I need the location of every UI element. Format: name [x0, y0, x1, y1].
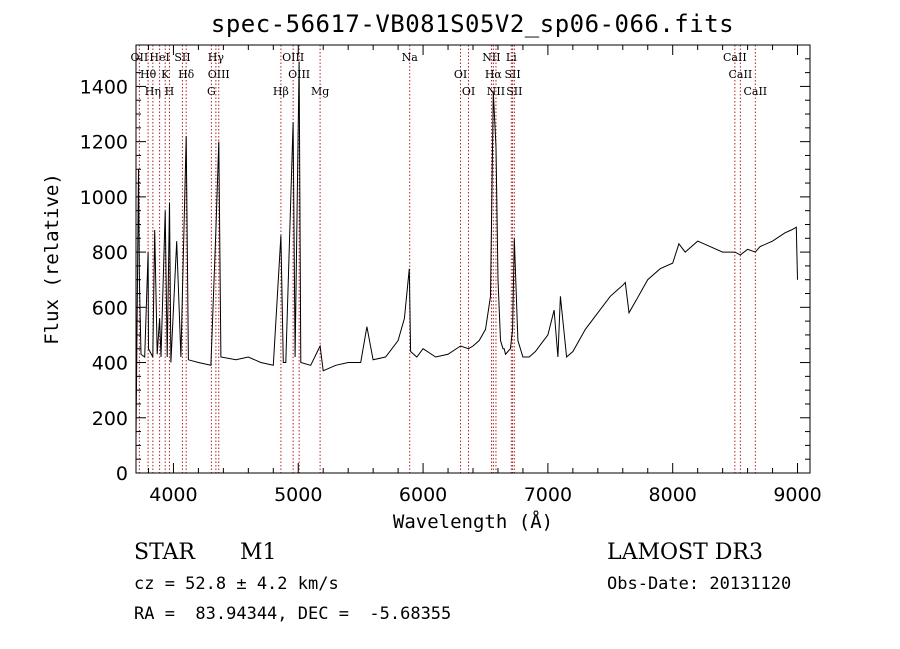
line-label-14: Mg [311, 85, 329, 98]
chart-title: spec-56617-VB081S05V2_sp06-066.fits [210, 10, 735, 38]
y-tick-label-0: 0 [116, 463, 128, 485]
x-tick-label-5: 9000 [773, 484, 821, 506]
line-label-6: SII [174, 51, 190, 64]
ra-dec: RA = 83.94344, DEC = -5.68355 [134, 604, 452, 624]
line-label-17: OI [462, 85, 475, 98]
line-label-25: CaII [729, 68, 753, 81]
x-tick-label-4: 8000 [649, 484, 697, 506]
line-label-9: Hγ [208, 51, 225, 64]
plot-frame [135, 44, 811, 474]
line-label-4: K [161, 68, 170, 81]
line-label-22: SII [504, 68, 520, 81]
line-label-10: OIII [208, 68, 230, 81]
x-tick-label-2: 6000 [399, 484, 447, 506]
line-label-15: Na [402, 51, 419, 64]
line-label-24: CaII [723, 51, 747, 64]
star-subclass: M1 [240, 540, 277, 565]
line-label-19: Hα [485, 68, 503, 81]
y-axis-label: Flux (relative) [41, 173, 63, 345]
x-tick-label-1: 5000 [274, 484, 322, 506]
survey-name: LAMOST DR3 [607, 540, 763, 565]
y-tick-label-5: 1000 [80, 187, 128, 209]
star-class: STAR [134, 540, 195, 565]
line-label-23: SII [506, 85, 522, 98]
spectrum-line [135, 61, 798, 440]
y-tick-label-1: 200 [92, 408, 128, 430]
line-label-8: G [207, 85, 216, 98]
line-label-2: Hη [145, 85, 161, 98]
line-label-1: Hθ [140, 68, 157, 81]
line-label-11: Hβ [273, 85, 289, 98]
x-axis-label: Wavelength (Å) [393, 510, 553, 533]
obs-date: Obs-Date: 20131120 [607, 574, 792, 594]
y-tick-label-7: 1400 [80, 76, 128, 98]
line-label-21: Li [506, 51, 517, 64]
line-label-20: NII [487, 85, 505, 98]
line-label-18: NII [482, 51, 500, 64]
x-tick-label-3: 7000 [524, 484, 572, 506]
line-label-7: Hδ [178, 68, 195, 81]
line-label-0: OII [131, 51, 149, 64]
line-label-5: H [165, 85, 175, 98]
x-tick-label-0: 4000 [149, 484, 197, 506]
y-tick-label-6: 1200 [80, 132, 128, 154]
y-tick-label-2: 400 [92, 353, 128, 375]
line-label-26: CaII [743, 85, 767, 98]
y-tick-label-3: 600 [92, 297, 128, 319]
y-tick-label-4: 800 [92, 242, 128, 264]
line-label-16: OI [454, 68, 467, 81]
line-label-3: HeI [149, 51, 169, 64]
line-label-12: OIII [282, 51, 304, 64]
redshift-cz: cz = 52.8 ± 4.2 km/s [134, 574, 339, 594]
